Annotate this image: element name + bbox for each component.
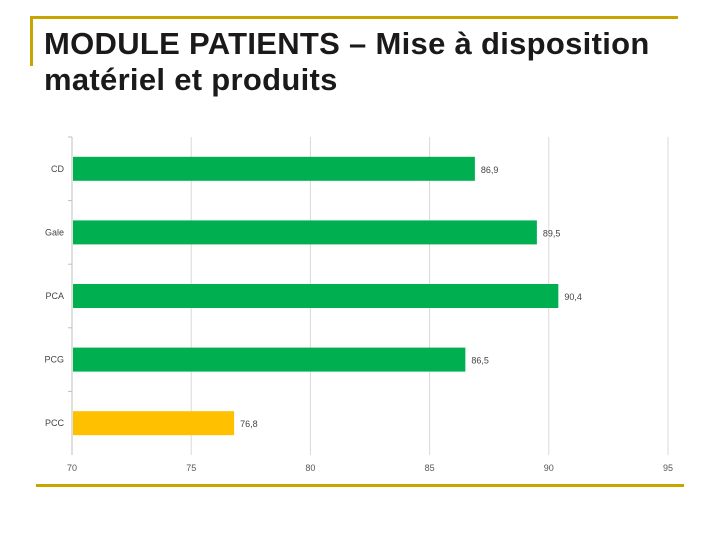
category-label-pcg: PCG — [44, 355, 64, 365]
x-tick-label-95: 95 — [663, 463, 673, 473]
frame-top-rule — [30, 16, 678, 19]
value-label-pcc: 76,8 — [240, 419, 258, 429]
bar-cd — [73, 156, 475, 181]
category-label-gale: Gale — [45, 227, 64, 237]
x-tick-label-85: 85 — [425, 463, 435, 473]
value-label-gale: 89,5 — [543, 228, 561, 238]
slide-title: MODULE PATIENTS – Mise à disposition mat… — [44, 26, 650, 97]
category-label-pcc: PCC — [45, 418, 65, 428]
x-tick-label-90: 90 — [544, 463, 554, 473]
bar-pca — [73, 284, 559, 308]
value-label-cd: 86,9 — [481, 165, 499, 175]
bar-pcg — [73, 347, 466, 372]
value-label-pca: 90,4 — [564, 292, 582, 302]
frame-left-rule — [30, 16, 33, 66]
bar-pcc — [73, 411, 235, 436]
frame-bottom-rule — [36, 484, 684, 487]
category-label-pca: PCA — [45, 291, 64, 301]
value-label-pcg: 86,5 — [471, 356, 489, 366]
bar-gale — [73, 220, 537, 245]
category-label-cd: CD — [51, 164, 64, 174]
x-tick-label-75: 75 — [186, 463, 196, 473]
x-tick-label-70: 70 — [67, 463, 77, 473]
x-tick-label-80: 80 — [305, 463, 315, 473]
